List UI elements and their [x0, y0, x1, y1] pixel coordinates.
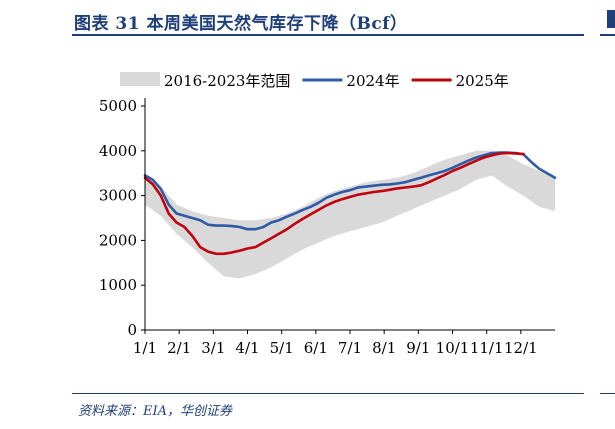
legend-label: 2025年 — [456, 72, 509, 90]
x-tick-label: 9/1 — [406, 339, 430, 357]
x-tick-label: 6/1 — [304, 339, 328, 357]
legend-swatch-band — [120, 72, 160, 86]
adjacent-panel-title-mark — [607, 10, 615, 28]
x-tick-label: 7/1 — [338, 339, 362, 357]
y-tick-label: 3000 — [99, 187, 137, 205]
source-divider — [72, 393, 584, 394]
figure-title-bar: 图表 31 本周美国天然气库存下降（Bcf） — [72, 6, 584, 36]
y-tick-label: 0 — [127, 321, 137, 339]
y-tick-label: 5000 — [99, 97, 137, 115]
y-tick-label: 1000 — [99, 276, 137, 294]
x-tick-label: 10/1 — [436, 339, 470, 357]
legend-label: 2024年 — [346, 72, 399, 90]
y-tick-label: 4000 — [99, 142, 137, 160]
figure-title: 图表 31 本周美国天然气库存下降（Bcf） — [74, 14, 408, 34]
adjacent-panel-edge-top — [600, 6, 615, 36]
adjacent-panel-edge-bottom — [600, 393, 615, 394]
chart-container: 0 1000 2000 3000 4000 5000 1/1 2/1 3/1 4/1 5/1 6/1 7… — [0, 40, 615, 370]
x-tick-label: 11/1 — [470, 339, 504, 357]
x-tick-label: 4/1 — [235, 339, 259, 357]
chart-svg: 0 1000 2000 3000 4000 5000 1/1 2/1 3/1 4/1 5/1 6/1 7… — [99, 72, 557, 357]
legend-label: 2016-2023年范围 — [164, 72, 290, 90]
x-tick-label: 1/1 — [133, 339, 157, 357]
x-tick-label: 8/1 — [372, 339, 396, 357]
series-line-2024 — [143, 151, 557, 231]
x-tick-label: 12/1 — [504, 339, 538, 357]
y-tick-label: 2000 — [99, 231, 137, 249]
x-tick-label: 3/1 — [201, 339, 225, 357]
x-tick-label: 2/1 — [167, 339, 191, 357]
range-band-2016-2023 — [145, 150, 555, 279]
source-note: 资料来源：EIA，华创证券 — [78, 404, 233, 419]
x-tick-label: 5/1 — [270, 339, 294, 357]
series-line-2025 — [143, 151, 525, 256]
